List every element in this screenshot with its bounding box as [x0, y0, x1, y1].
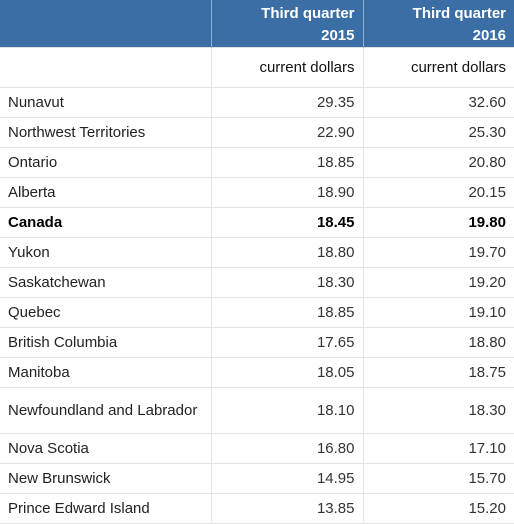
- table-header: Third quarter 2015 Third quarter 2016: [0, 0, 514, 48]
- value-cell-q3-2015: 18.90: [211, 177, 364, 208]
- region-cell: Quebec: [0, 297, 212, 328]
- value-cell-q3-2016: 17.10: [363, 433, 514, 464]
- units-cell-q3-2016: current dollars: [363, 47, 514, 88]
- value-cell-q3-2015: 29.35: [211, 87, 364, 118]
- table-row: Saskatchewan 18.30 19.20: [0, 267, 514, 298]
- value-cell-q3-2015: 18.85: [211, 297, 364, 328]
- region-cell: Newfoundland and Labrador: [0, 387, 212, 434]
- region-cell: Nova Scotia: [0, 433, 212, 464]
- value-cell-q3-2016: 19.70: [363, 237, 514, 268]
- value-cell-q3-2015: 18.85: [211, 147, 364, 178]
- value-cell-q3-2016: 25.30: [363, 117, 514, 148]
- value-cell-q3-2015: 18.45: [211, 207, 364, 238]
- header-corner-cell: [0, 0, 212, 48]
- column-header-q3-2016-year: 2016: [472, 27, 506, 44]
- table-row: Nunavut 29.35 32.60: [0, 87, 514, 118]
- units-label-cell: [0, 47, 212, 88]
- table-row: Canada 18.45 19.80: [0, 207, 514, 238]
- value-cell-q3-2015: 18.05: [211, 357, 364, 388]
- table-body: current dollars current dollars Nunavut 2…: [0, 47, 514, 524]
- header-row: Third quarter 2015 Third quarter 2016: [0, 0, 514, 48]
- table-row: New Brunswick 14.95 15.70: [0, 463, 514, 494]
- value-cell-q3-2015: 14.95: [211, 463, 364, 494]
- table-row: Manitoba 18.05 18.75: [0, 357, 514, 388]
- value-cell-q3-2015: 16.80: [211, 433, 364, 464]
- region-cell: British Columbia: [0, 327, 212, 358]
- value-cell-q3-2016: 19.10: [363, 297, 514, 328]
- region-cell: Saskatchewan: [0, 267, 212, 298]
- table-row: Ontario 18.85 20.80: [0, 147, 514, 178]
- region-cell: New Brunswick: [0, 463, 212, 494]
- region-cell: Nunavut: [0, 87, 212, 118]
- value-cell-q3-2015: 18.30: [211, 267, 364, 298]
- column-header-q3-2016-period: Third quarter: [412, 5, 506, 22]
- value-cell-q3-2016: 15.70: [363, 463, 514, 494]
- region-cell: Ontario: [0, 147, 212, 178]
- units-cell-q3-2015: current dollars: [211, 47, 364, 88]
- value-cell-q3-2016: 20.80: [363, 147, 514, 178]
- value-cell-q3-2016: 18.30: [363, 387, 514, 434]
- value-cell-q3-2016: 19.80: [363, 207, 514, 238]
- column-header-q3-2015-period: Third quarter: [261, 5, 355, 22]
- value-cell-q3-2016: 15.20: [363, 493, 514, 524]
- value-cell-q3-2016: 19.20: [363, 267, 514, 298]
- table-row: Nova Scotia 16.80 17.10: [0, 433, 514, 464]
- table-row: British Columbia 17.65 18.80: [0, 327, 514, 358]
- table-row: Northwest Territories 22.90 25.30: [0, 117, 514, 148]
- region-cell: Alberta: [0, 177, 212, 208]
- value-cell-q3-2016: 18.80: [363, 327, 514, 358]
- value-cell-q3-2015: 22.90: [211, 117, 364, 148]
- region-cell: Prince Edward Island: [0, 493, 212, 524]
- region-cell: Northwest Territories: [0, 117, 212, 148]
- column-header-q3-2015-year: 2015: [321, 27, 355, 44]
- table-row: Alberta 18.90 20.15: [0, 177, 514, 208]
- column-header-q3-2015: Third quarter 2015: [211, 0, 364, 48]
- table-row: Quebec 18.85 19.10: [0, 297, 514, 328]
- region-cell: Yukon: [0, 237, 212, 268]
- value-cell-q3-2015: 13.85: [211, 493, 364, 524]
- table-row: Yukon 18.80 19.70: [0, 237, 514, 268]
- units-row: current dollars current dollars: [0, 47, 514, 88]
- value-cell-q3-2015: 17.65: [211, 327, 364, 358]
- column-header-q3-2016: Third quarter 2016: [363, 0, 514, 48]
- value-cell-q3-2015: 18.80: [211, 237, 364, 268]
- table-row: Prince Edward Island 13.85 15.20: [0, 493, 514, 524]
- region-cell: Canada: [0, 207, 212, 238]
- value-cell-q3-2016: 18.75: [363, 357, 514, 388]
- table-row: Newfoundland and Labrador 18.10 18.30: [0, 387, 514, 434]
- value-cell-q3-2016: 20.15: [363, 177, 514, 208]
- region-cell: Manitoba: [0, 357, 212, 388]
- value-cell-q3-2016: 32.60: [363, 87, 514, 118]
- value-cell-q3-2015: 18.10: [211, 387, 364, 434]
